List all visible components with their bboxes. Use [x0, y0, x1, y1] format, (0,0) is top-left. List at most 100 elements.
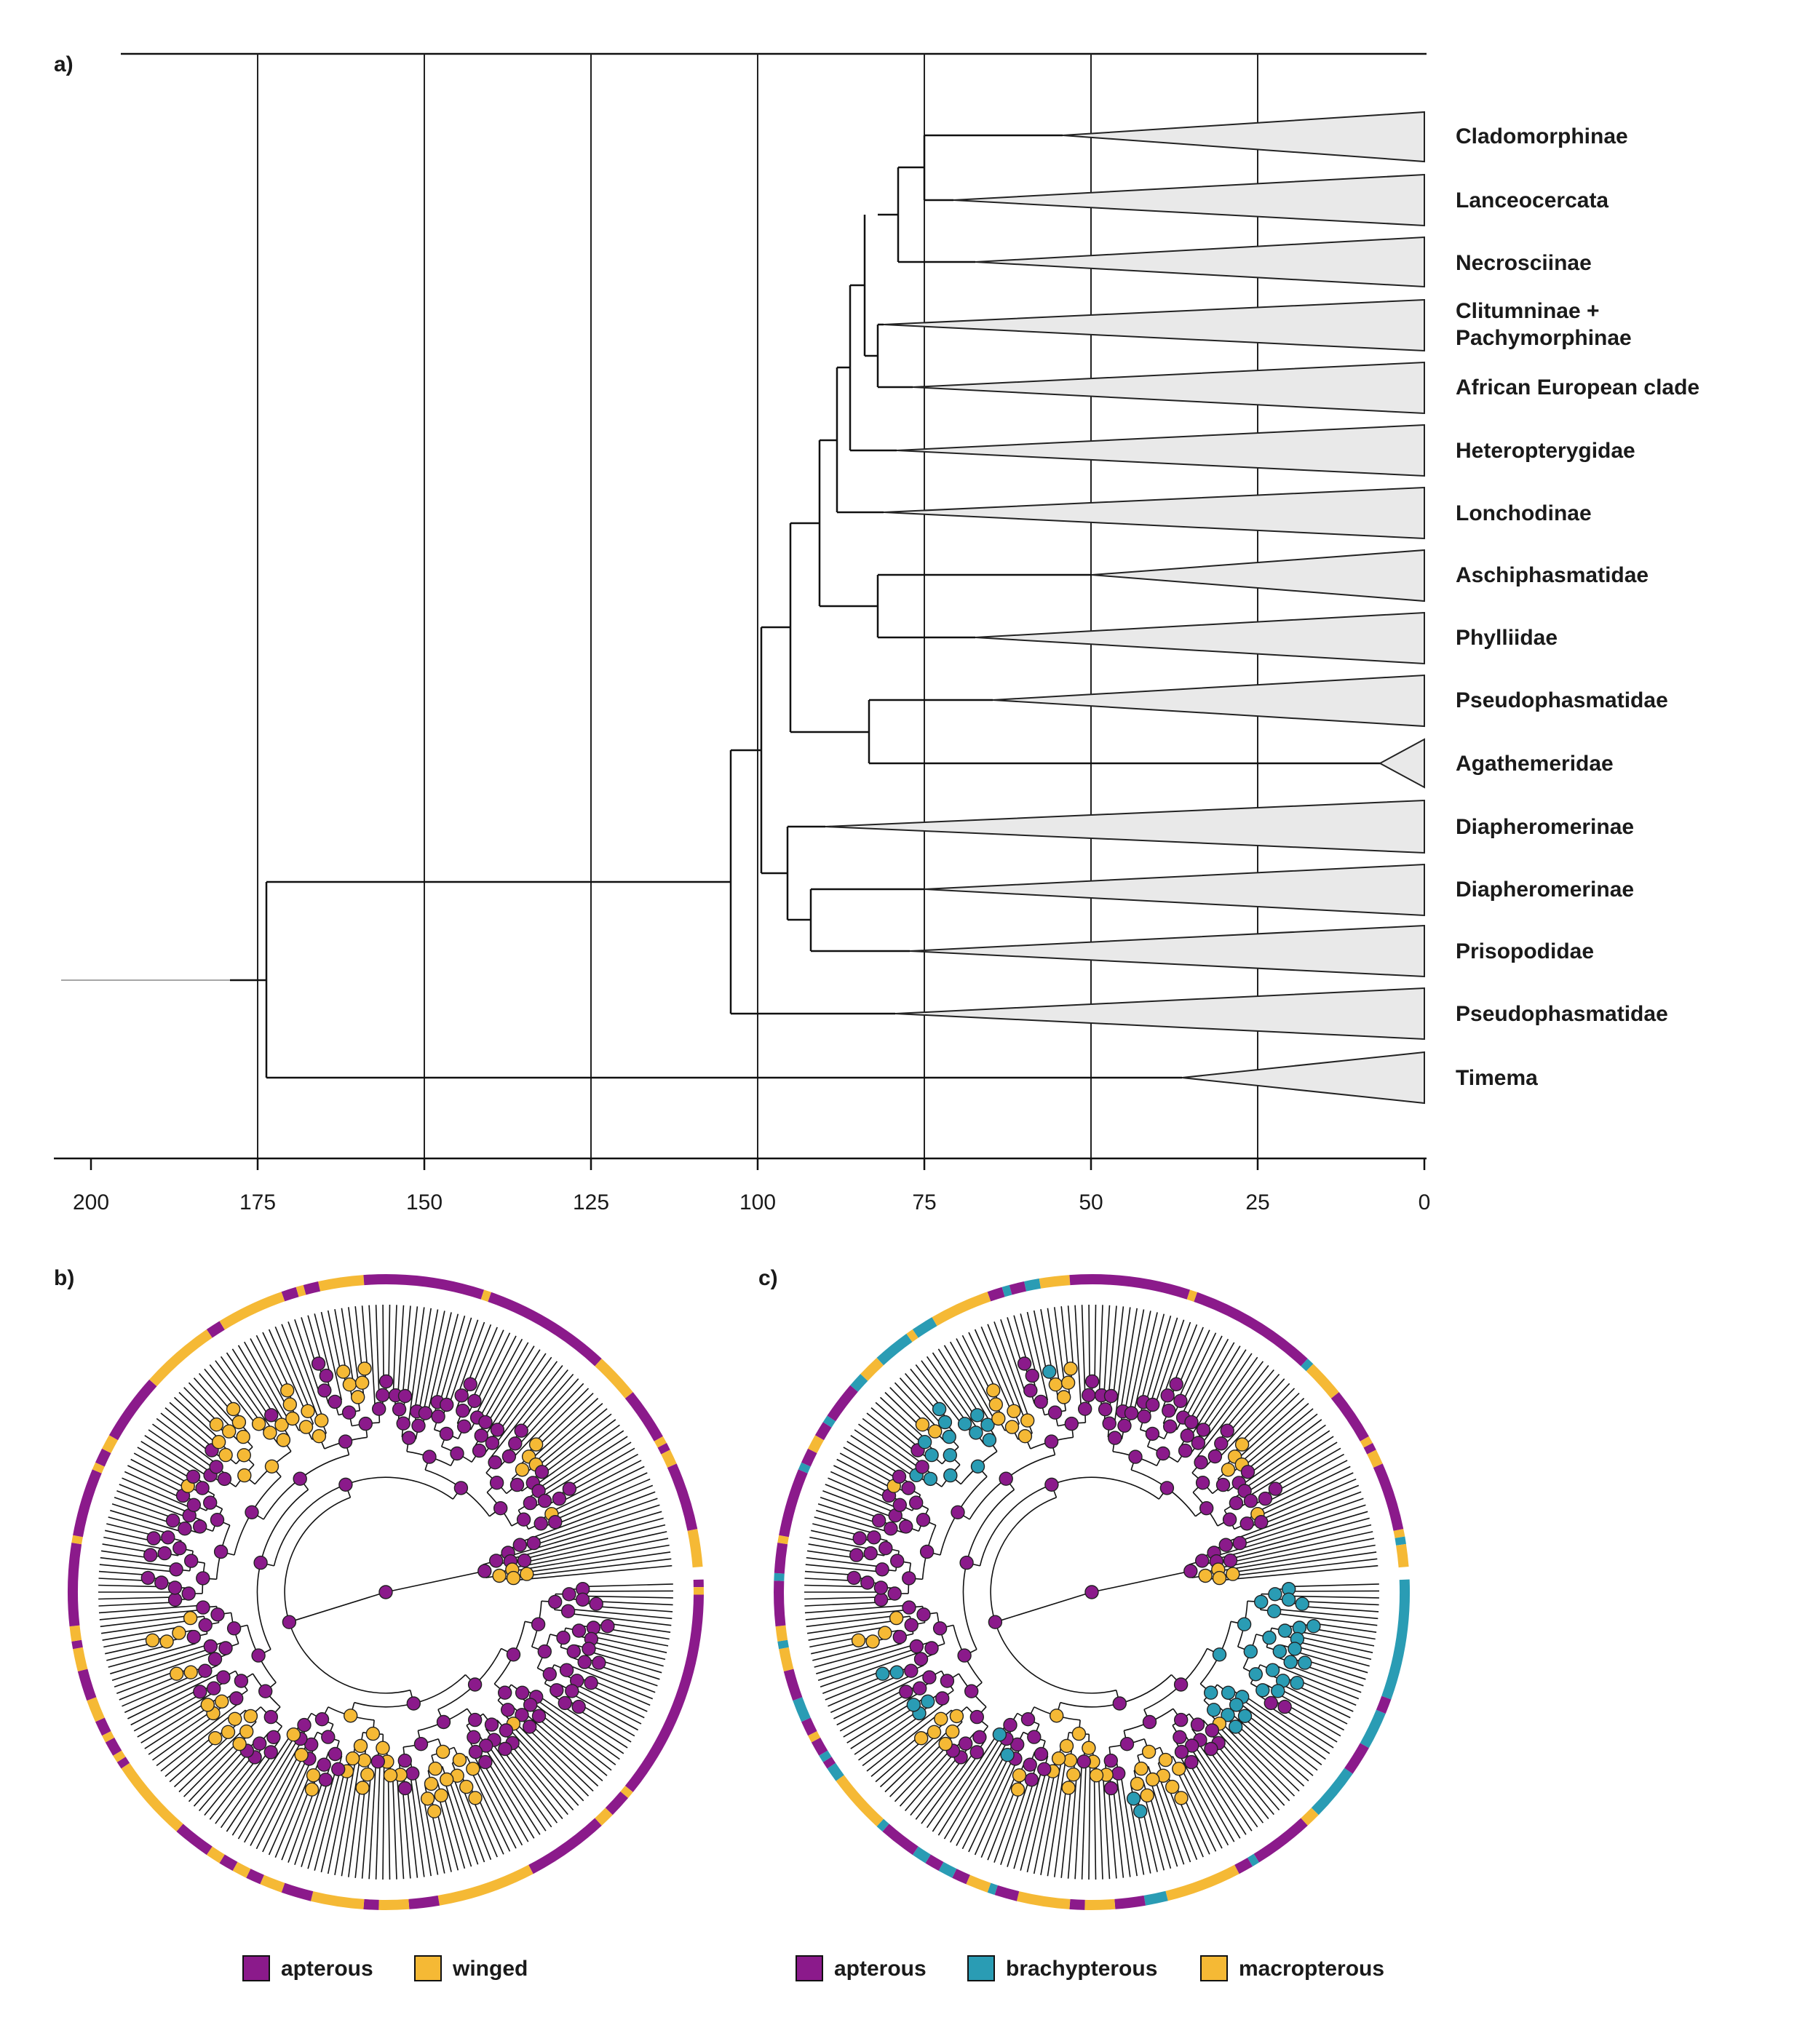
node-state-pie: [985, 1383, 1001, 1398]
tree-branch: [1301, 1605, 1379, 1612]
legend-label: winged: [452, 1957, 528, 1981]
time-grid: [257, 54, 1258, 1158]
tip-state-segment: [92, 1462, 105, 1474]
node-state-pie: [301, 1404, 315, 1419]
node-state-pie: [1258, 1491, 1273, 1506]
tip-state-segment: [657, 1443, 670, 1455]
node-state-pie: [988, 1397, 1004, 1412]
tree-branch: [1217, 1725, 1290, 1802]
tree-branch: [879, 1734, 937, 1788]
tick-label: 25: [1245, 1190, 1269, 1214]
node-state-pie: [440, 1397, 454, 1412]
tree-branch: [198, 1751, 250, 1812]
node-state-pie: [318, 1773, 333, 1787]
tree-branch: [255, 1335, 286, 1392]
node-state-pie: [183, 1610, 198, 1626]
clade-labels: Cladomorphinae Lanceocercata Necrosciina…: [1456, 124, 1699, 1090]
node-state-pie: [562, 1587, 576, 1602]
node-state-pie: [1218, 1538, 1234, 1552]
tree-branch: [825, 1484, 897, 1514]
tree-branch: [884, 1728, 951, 1793]
clade-label: Diapheromerinae: [1456, 878, 1634, 902]
tree-branch: [231, 1348, 274, 1415]
tree-branch: [1269, 1706, 1334, 1749]
node-state-pie: [1295, 1596, 1309, 1611]
tree-branch: [1114, 1307, 1131, 1425]
clade-triangle: [924, 863, 1425, 917]
node-state-pie: [526, 1535, 541, 1551]
tree-branch: [1242, 1694, 1330, 1754]
node-state-pie: [517, 1553, 532, 1568]
node-state-pie: [600, 1618, 615, 1634]
node-state-pie: [351, 1390, 365, 1404]
legend-label: apterous: [834, 1957, 927, 1981]
node-state-pie: [851, 1633, 866, 1648]
tree-branch: [995, 1591, 1092, 1623]
tree-branch: [828, 1477, 899, 1509]
node-state-pie: [566, 1644, 581, 1659]
tree-branch: [348, 1307, 360, 1383]
tree-branch: [160, 1412, 211, 1453]
tree-branch: [950, 1341, 996, 1421]
tree-branch: [1229, 1373, 1280, 1433]
tree-branch: [956, 1338, 993, 1407]
node-state-pie: [211, 1434, 226, 1450]
panel-c: c) apterous brachypterous macropterous: [758, 1266, 1411, 1981]
tree-branch: [209, 1364, 258, 1426]
tree-branch: [1297, 1636, 1373, 1653]
tree-branch: [368, 1305, 376, 1409]
tree-branch: [804, 1602, 881, 1607]
node-state-pie: [1042, 1364, 1057, 1379]
tree-branch: [188, 1382, 233, 1429]
tree-branch: [487, 1760, 535, 1839]
node-state-pie: [140, 1570, 156, 1586]
clade-triangle: [909, 924, 1425, 978]
node-state-pie: [1277, 1699, 1292, 1714]
node-state-pie: [1229, 1698, 1244, 1712]
node-state-pie: [1195, 1475, 1210, 1490]
tree-branch: [250, 1338, 287, 1407]
node-state-pie: [498, 1741, 512, 1757]
node-state-pie: [468, 1744, 483, 1759]
node-state-pie: [942, 1429, 956, 1444]
node-state-pie: [453, 1481, 469, 1495]
node-state-pie: [1178, 1443, 1193, 1458]
legend-label: brachypterous: [1006, 1957, 1157, 1981]
tree-branch: [540, 1714, 612, 1771]
tip-state-segment: [605, 1791, 629, 1816]
node-state-pie: [396, 1416, 410, 1431]
tree-branch: [204, 1755, 254, 1816]
node-state-pie: [1204, 1741, 1218, 1757]
tip-state-segment: [595, 1359, 633, 1399]
node-state-pie: [1119, 1736, 1135, 1751]
tree-branch: [866, 1412, 917, 1453]
node-state-pie: [1271, 1684, 1285, 1698]
tip-state-segment: [1395, 1536, 1406, 1546]
tree-branch: [334, 1759, 357, 1875]
tree-branch: [550, 1466, 645, 1513]
node-state-pie: [1183, 1564, 1198, 1578]
tree-branch: [595, 1605, 673, 1612]
tree-branch: [533, 1504, 660, 1546]
circular-tree-c: [774, 1274, 1411, 1910]
tree-branch: [124, 1674, 207, 1714]
tip-state-segment: [620, 1786, 633, 1799]
tree-branch: [457, 1321, 485, 1395]
node-state-pie: [909, 1639, 924, 1654]
tree-branch: [1177, 1329, 1210, 1401]
tree-branch: [1289, 1665, 1362, 1693]
tree-branch: [555, 1484, 654, 1525]
node-state-pie: [889, 1665, 904, 1679]
node-state-pie: [344, 1709, 358, 1723]
tip-state-segment: [952, 1869, 970, 1885]
tip-state-segment: [488, 1292, 602, 1367]
node-state-pie: [181, 1586, 196, 1601]
node-state-pie: [1243, 1493, 1258, 1508]
tree-branch: [122, 1477, 193, 1509]
tree-branch: [215, 1360, 262, 1423]
node-state-pie: [165, 1513, 180, 1528]
node-state-pie: [1194, 1455, 1208, 1470]
node-state-pie: [1137, 1409, 1151, 1424]
tree-branch: [1000, 1319, 1026, 1393]
tree-branch: [133, 1452, 190, 1484]
